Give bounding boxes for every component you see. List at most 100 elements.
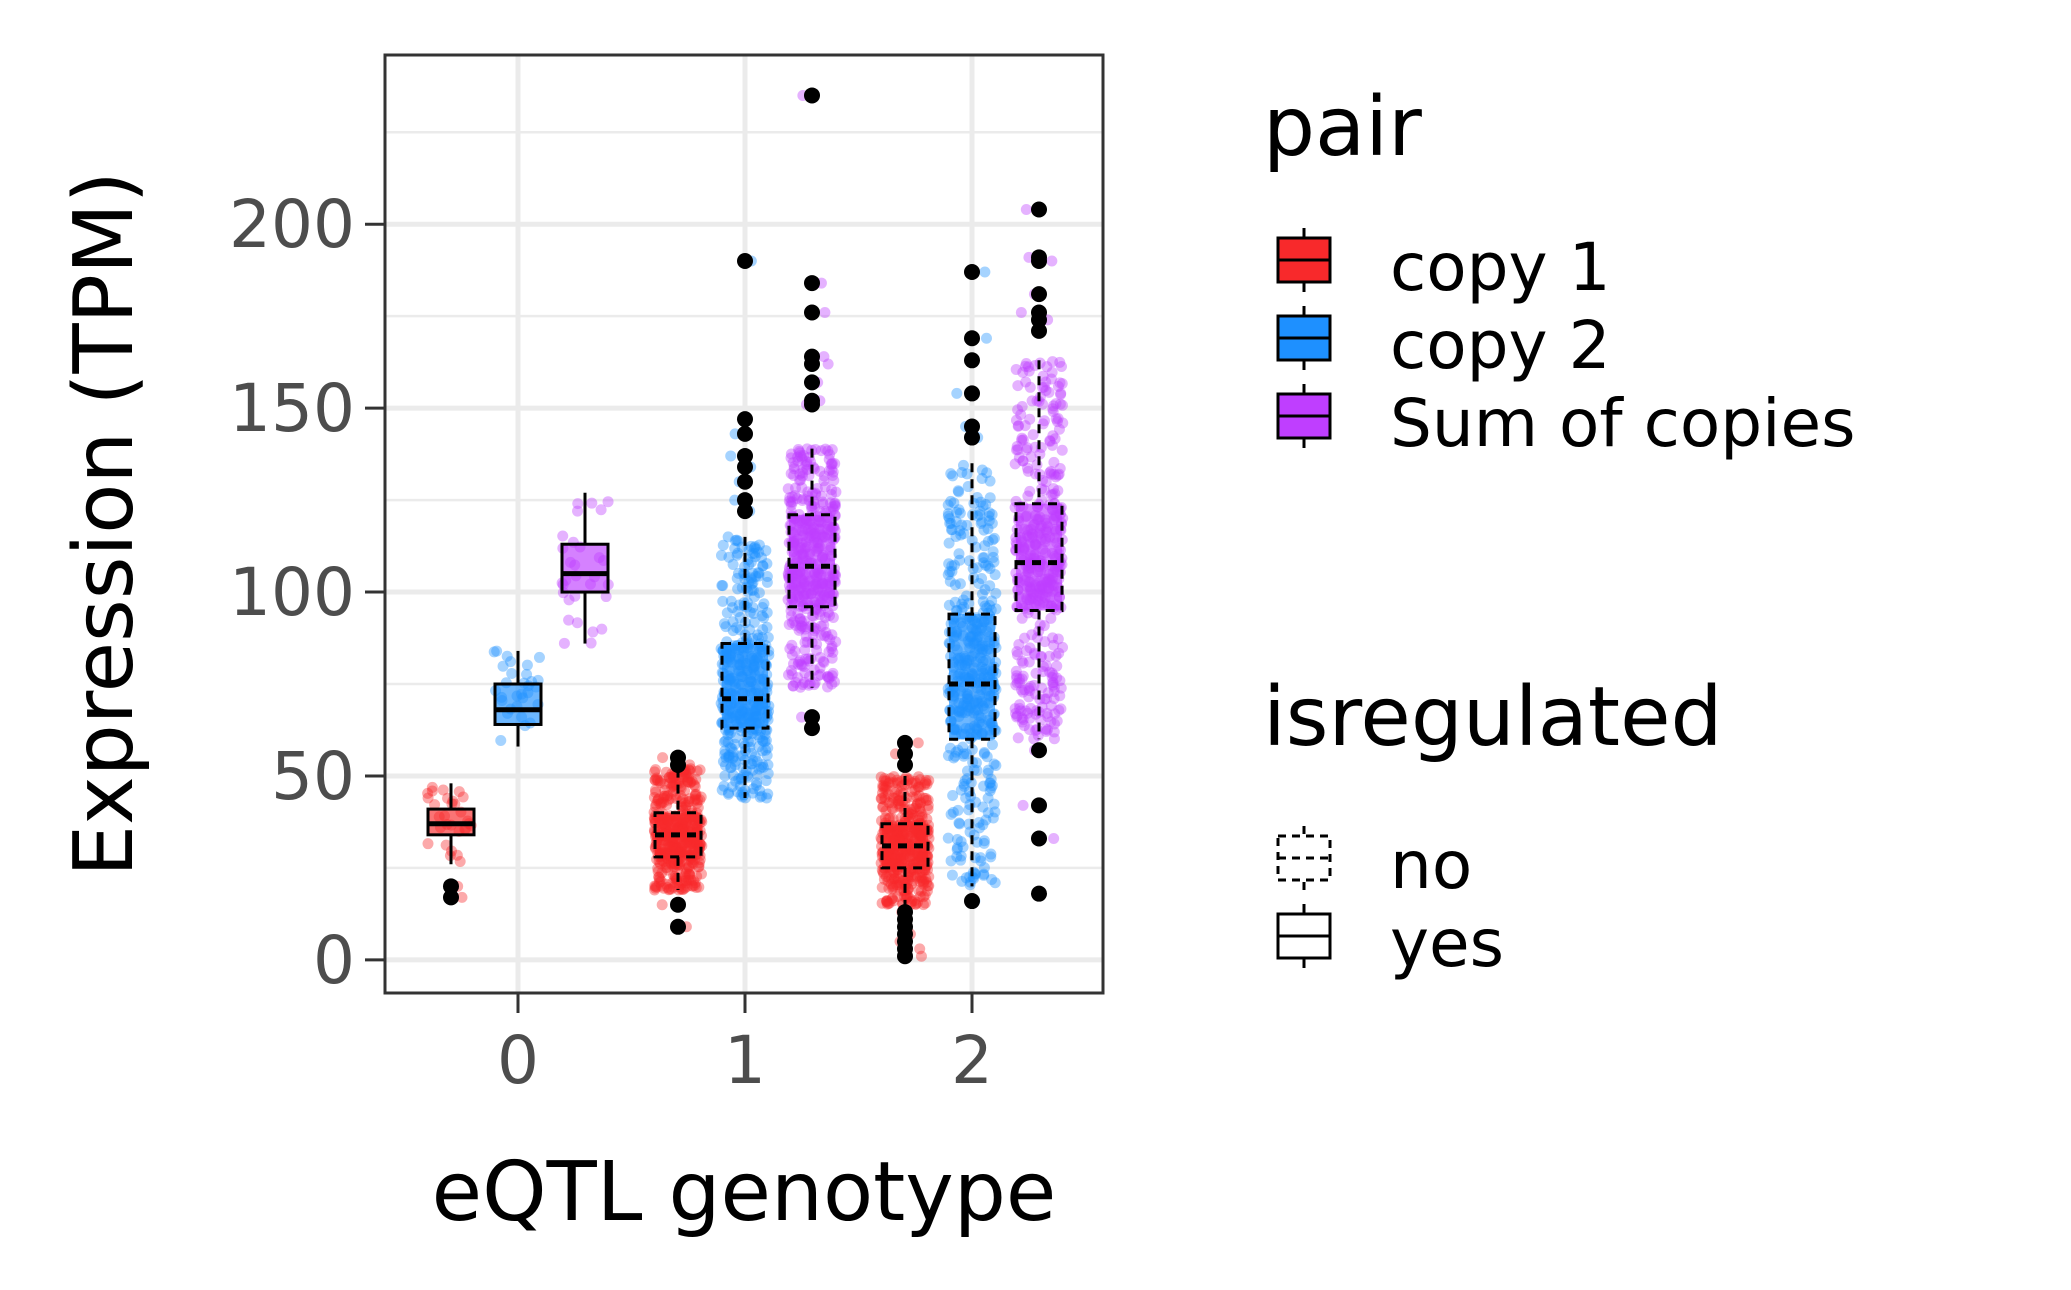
box [947,612,997,741]
jitter-point [889,792,901,804]
jitter-point [677,875,689,887]
jitter-point [950,516,962,528]
jitter-point [887,895,899,907]
jitter-point [595,504,607,516]
jitter-point [904,892,916,904]
jitter-point [978,862,990,874]
jitter-point [889,787,901,799]
jitter-point [748,542,760,554]
jitter-point [826,464,838,476]
jitter-point [828,475,840,487]
outlier-point [804,275,820,292]
jitter-point [824,449,836,461]
jitter-point [725,761,737,773]
jitter-point [818,351,830,363]
outlier-point [964,893,980,910]
jitter-point [521,659,533,671]
jitter-point [1015,306,1027,318]
jitter-point [747,577,759,589]
jitter-point [722,736,734,748]
jitter-point [946,565,958,577]
jitter-point [788,615,800,627]
jitter-point [981,602,993,614]
jitter-point [533,651,545,663]
jitter-point [814,652,826,664]
jitter-point [1010,708,1022,720]
jitter-point [880,775,892,787]
jitter-point [985,848,997,860]
jitter-point [960,590,972,602]
y-tick-label: 200 [229,186,355,263]
jitter-point [1021,462,1033,474]
jitter-point [818,630,830,642]
jitter-point [1019,684,1031,696]
jitter-point [823,673,835,685]
jitter-point [829,500,841,512]
jitter-point [795,474,807,486]
jitter-point [954,578,966,590]
jitter-point [825,458,837,470]
jitter-point [822,630,834,642]
jitter-point [785,496,797,508]
jitter-point [654,858,666,870]
jitter-point [916,811,928,823]
jitter-point [679,882,691,894]
jitter-point [879,773,891,785]
jitter-point [798,615,810,627]
jitter-point [820,626,832,638]
jitter-point [664,777,676,789]
jitter-point [906,786,918,798]
jitter-point [719,745,731,757]
jitter-point [785,610,797,622]
jitter-point [795,622,807,634]
jitter-point [651,772,663,784]
jitter-point [762,742,774,754]
jitter-point [830,486,842,498]
jitter-point [1017,455,1029,467]
jitter-point [750,571,762,583]
jitter-point [891,872,903,884]
jitter-point [1055,387,1067,399]
jitter-point [910,898,922,910]
jitter-point [827,469,839,481]
jitter-point [942,750,954,762]
jitter-point [1053,704,1065,716]
jitter-point [876,787,888,799]
boxplot-sum-of-copies-genotype-2 [1014,360,1064,740]
jitter-point [793,624,805,636]
jitter-point [917,899,929,911]
jitter-point [677,883,689,895]
jitter-point [945,468,957,480]
jitter-point [799,621,811,633]
outlier-point [1031,322,1047,339]
jitter-point [805,500,817,512]
jitter-point [746,727,758,739]
jitter-point [1045,489,1057,501]
jitter-point [792,455,804,467]
jitter-point [894,801,906,813]
jitter-point [887,813,899,825]
jitter-point [989,877,1001,889]
jitter-point [990,587,1002,599]
boxplot-copy-2-genotype-2 [947,463,997,887]
jitter-point [980,559,992,571]
jitter-point [972,510,984,522]
jitter-point [881,895,893,907]
jitter-point [716,579,728,591]
jitter-point [1013,673,1025,685]
jitter-point [883,797,895,809]
jitter-point [879,783,891,795]
jitter-point [677,793,689,805]
jitter-point [727,558,739,570]
jitter-point [793,656,805,668]
jitter-point [689,788,701,800]
jitter-point [942,832,954,844]
jitter-point [648,792,660,804]
jitter-point [799,636,811,648]
jitter-point [655,797,667,809]
jitter-point [1045,716,1057,728]
jitter-point [1025,702,1037,714]
jitter-point [786,617,798,629]
jitter-point [880,895,892,907]
jitter-point [717,580,729,592]
